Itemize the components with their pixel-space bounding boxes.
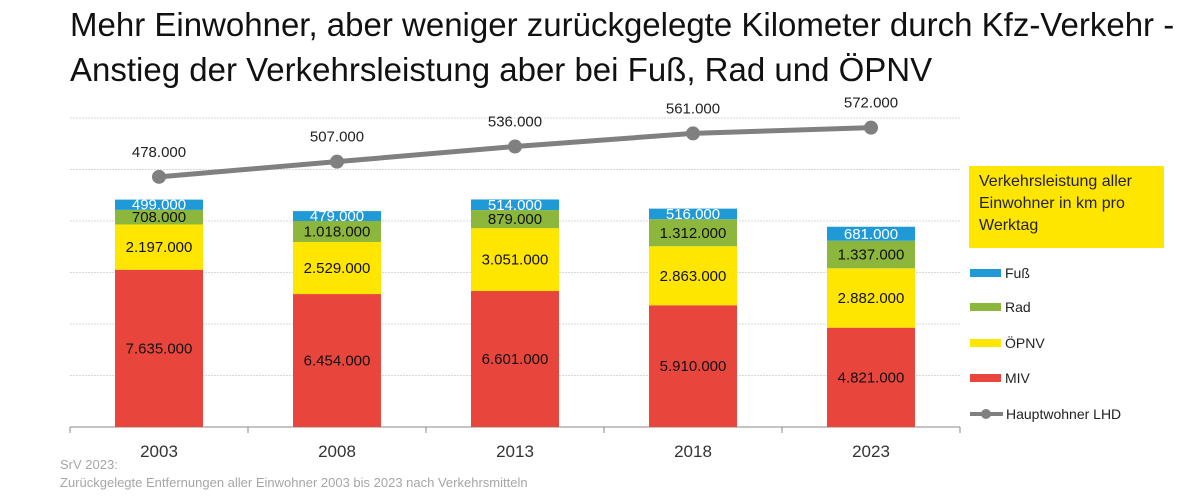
legend-label: Hauptwohner LHD [1006,406,1121,422]
data-label: 3.051.000 [482,252,549,269]
bar-miv [115,269,203,427]
bar-öpnv [649,246,737,306]
line-data-label: 561.000 [666,100,720,117]
legend-swatch-öpnv [970,339,1001,347]
legend-label: Fuß [1005,265,1030,281]
bar-öpnv [115,224,203,270]
bar-miv [471,291,559,427]
bar-öpnv [827,268,915,328]
line-data-label: 572.000 [844,95,898,112]
x-tick-label: 2003 [140,442,178,461]
bar-rad [293,220,381,242]
legend-swatch-fuß [970,269,1001,277]
line-data-label: 478.000 [132,144,186,161]
data-label: 1.337.000 [838,247,905,264]
bar-rad [827,240,915,269]
data-label: 6.454.000 [304,353,371,370]
data-label: 499.000 [132,197,186,214]
footnote-description: Zurückgelegte Entfernungen aller Einwohn… [60,475,528,490]
bar-öpnv [293,241,381,295]
bar-öpnv [471,228,559,292]
bar-rad [471,210,559,229]
data-label: 1.312.000 [660,225,727,242]
data-label: 2.197.000 [126,239,193,256]
data-label: 6.601.000 [482,351,549,368]
legend-marker [981,409,991,419]
bar-fuß [471,199,559,211]
data-label: 7.635.000 [126,340,193,357]
data-label: 514.000 [488,197,542,214]
chart-title: Mehr Einwohner, aber weniger zurückgeleg… [70,6,1175,88]
bar-fuß [827,226,915,241]
bar-rad [115,209,203,225]
line-marker [330,154,344,169]
data-label: 479.000 [310,208,364,225]
bar-miv [649,305,737,427]
line-marker [508,139,522,154]
data-label: 5.910.000 [660,358,727,375]
line-data-label: 536.000 [488,113,542,130]
bar-rad [649,219,737,247]
legend-label: ÖPNV [1005,334,1045,351]
data-label: 516.000 [666,206,720,223]
legend-title: Verkehrsleistung aller Einwohner in km p… [969,166,1164,248]
legend-swatch-rad [970,303,1001,311]
line-marker [152,169,166,184]
data-label: 2.882.000 [838,290,905,307]
legend-label: MIV [1005,370,1031,386]
data-label: 2.529.000 [304,260,371,277]
data-label: 1.018.000 [304,223,371,240]
data-label: 879.000 [488,211,542,228]
bar-fuß [293,211,381,221]
bar-fuß [115,199,203,210]
line-data-label: 507.000 [310,129,364,146]
data-label: 681.000 [844,226,898,243]
line-marker [864,120,878,135]
x-tick-label: 2008 [318,442,356,461]
legend-label: Rad [1005,299,1031,315]
footnote-source: SrV 2023: [60,457,118,472]
bar-miv [827,327,915,427]
x-tick-label: 2013 [496,442,534,461]
legend-swatch-miv [970,374,1001,382]
data-label: 708.000 [132,209,186,226]
line-marker [686,126,700,141]
x-tick-label: 2023 [852,442,890,461]
x-tick-label: 2018 [674,442,712,461]
data-label: 2.863.000 [660,268,727,285]
data-label: 4.821.000 [838,369,905,386]
bar-fuß [649,208,737,220]
bar-miv [293,294,381,427]
